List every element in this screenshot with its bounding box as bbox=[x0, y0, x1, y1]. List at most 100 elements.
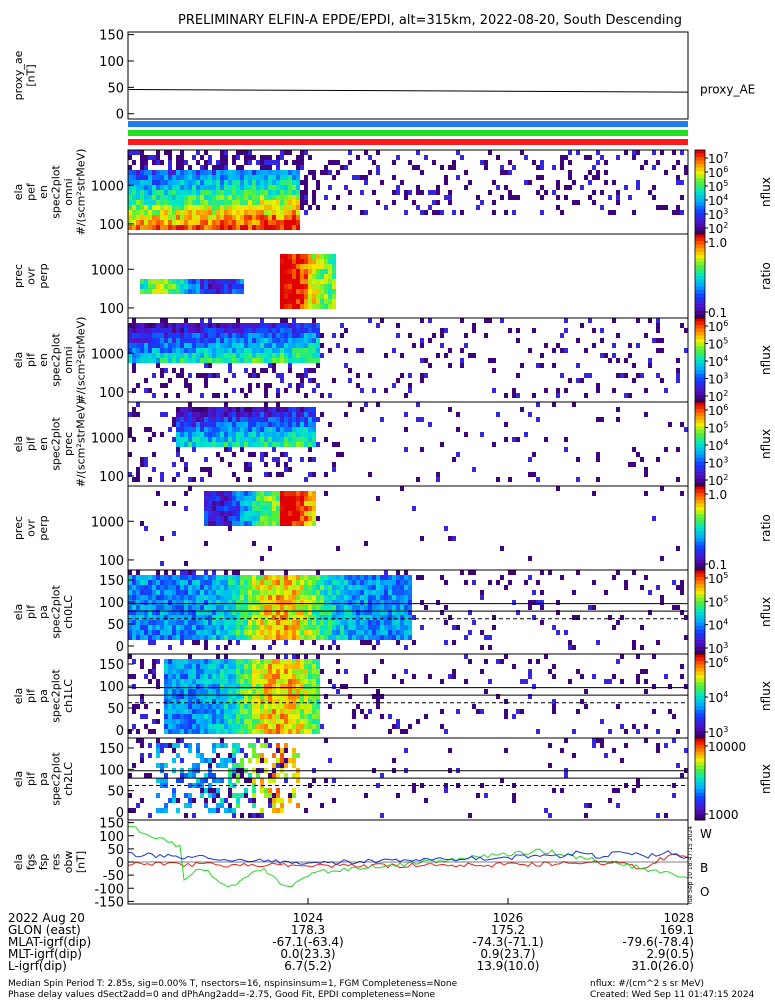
heat-cell bbox=[656, 338, 660, 343]
colorbar-segment bbox=[695, 496, 705, 501]
heat-cell bbox=[404, 393, 408, 398]
heat-cell bbox=[504, 714, 508, 719]
ylabel-line: spec2plot bbox=[50, 165, 63, 219]
heat-cell bbox=[140, 150, 144, 155]
heat-cell bbox=[200, 225, 204, 230]
heat-cell bbox=[228, 215, 232, 220]
heat-cell bbox=[252, 190, 256, 195]
heat-cell bbox=[464, 432, 468, 437]
heat-cell bbox=[264, 491, 268, 496]
colorbar-segment bbox=[695, 720, 705, 725]
heat-cell bbox=[216, 575, 220, 580]
heat-cell bbox=[252, 516, 256, 521]
heat-cell bbox=[388, 615, 392, 620]
heat-cell bbox=[316, 333, 320, 338]
heat-cell bbox=[172, 758, 176, 763]
heat-cell bbox=[208, 580, 212, 585]
heat-cell bbox=[540, 210, 544, 215]
heat-cell bbox=[184, 570, 188, 575]
heat-cell bbox=[392, 175, 396, 180]
colorbar-segment bbox=[695, 619, 705, 623]
heat-cell bbox=[192, 620, 196, 625]
heat-cell bbox=[128, 170, 132, 175]
heat-cell bbox=[300, 709, 304, 714]
heat-cell bbox=[244, 491, 248, 496]
heat-cell bbox=[268, 689, 272, 694]
heat-cell bbox=[248, 180, 252, 185]
heat-cell bbox=[144, 205, 148, 210]
colorbar-segment bbox=[695, 167, 705, 172]
heat-cell bbox=[276, 348, 280, 353]
heat-cell bbox=[316, 294, 320, 299]
heat-cell bbox=[288, 467, 292, 472]
status-bar-blue bbox=[128, 121, 688, 127]
colorbar-segment bbox=[695, 685, 705, 690]
heat-cell bbox=[128, 570, 132, 575]
heat-cell bbox=[540, 353, 544, 358]
heat-cell bbox=[404, 620, 408, 625]
heat-cell bbox=[252, 185, 256, 190]
heat-cell bbox=[608, 729, 612, 734]
heat-cell bbox=[244, 412, 248, 417]
heat-cell bbox=[292, 333, 296, 338]
heat-cell bbox=[164, 773, 168, 778]
heat-cell bbox=[676, 175, 680, 180]
heat-cell bbox=[144, 526, 148, 531]
heat-cell bbox=[220, 689, 224, 694]
heat-cell bbox=[292, 600, 296, 605]
heat-cell bbox=[144, 704, 148, 709]
heat-cell bbox=[136, 180, 140, 185]
heat-cell bbox=[348, 190, 352, 195]
heat-cell bbox=[148, 679, 152, 684]
heat-cell bbox=[292, 654, 296, 659]
heat-cell bbox=[396, 625, 400, 630]
heat-cell bbox=[272, 447, 276, 452]
heat-cell bbox=[200, 595, 204, 600]
heat-cell bbox=[184, 615, 188, 620]
heat-cell bbox=[396, 580, 400, 585]
heat-cell bbox=[492, 200, 496, 205]
heat-cell bbox=[424, 714, 428, 719]
heat-cell bbox=[264, 605, 268, 610]
heat-cell bbox=[372, 620, 376, 625]
heat-cell bbox=[160, 373, 164, 378]
heat-cell bbox=[660, 595, 664, 600]
heat-cell bbox=[220, 679, 224, 684]
heat-cell bbox=[656, 373, 660, 378]
heat-cell bbox=[340, 590, 344, 595]
heat-cell bbox=[176, 472, 180, 477]
heat-cell bbox=[220, 709, 224, 714]
heat-cell bbox=[292, 748, 296, 753]
heat-cell bbox=[168, 190, 172, 195]
heat-cell bbox=[308, 422, 312, 427]
heat-cell bbox=[244, 175, 248, 180]
heat-cell bbox=[268, 338, 272, 343]
heat-cell bbox=[264, 659, 268, 664]
colorbar-tick-label: 105 bbox=[708, 421, 728, 436]
heat-cell bbox=[240, 615, 244, 620]
heat-cell bbox=[208, 689, 212, 694]
heat-cell bbox=[524, 155, 528, 160]
heat-cell bbox=[168, 585, 172, 590]
heat-cell bbox=[316, 575, 320, 580]
heat-cell bbox=[224, 279, 228, 284]
heat-cell bbox=[220, 225, 224, 230]
heat-cell bbox=[180, 165, 184, 170]
heat-cell bbox=[280, 521, 284, 526]
heat-cell bbox=[304, 511, 308, 516]
ylabel-line: pa bbox=[37, 605, 50, 619]
heat-cell bbox=[256, 699, 260, 704]
heat-cell bbox=[552, 402, 556, 407]
heat-cell bbox=[248, 200, 252, 205]
heat-cell bbox=[208, 704, 212, 709]
heat-cell bbox=[240, 210, 244, 215]
heat-cell bbox=[196, 615, 200, 620]
heat-cell bbox=[176, 328, 180, 333]
heat-cell bbox=[156, 160, 160, 165]
heat-cell bbox=[616, 190, 620, 195]
heat-cell bbox=[296, 328, 300, 333]
heat-cell bbox=[208, 328, 212, 333]
heat-cell bbox=[164, 170, 168, 175]
heat-cell bbox=[224, 521, 228, 526]
heat-cell bbox=[480, 160, 484, 165]
